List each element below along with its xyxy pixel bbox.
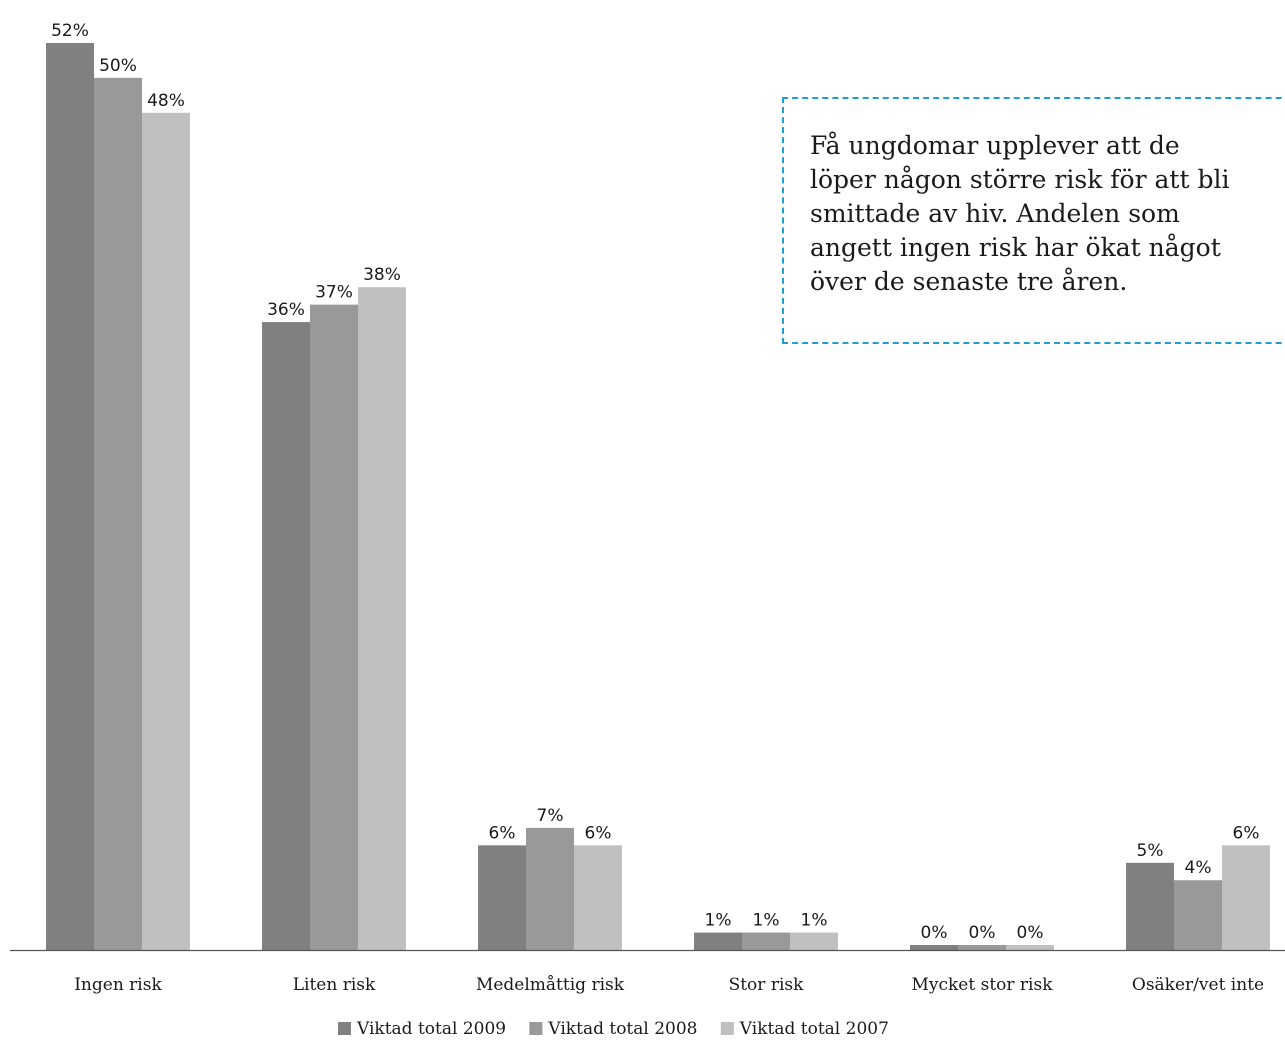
bar-1-4: [694, 932, 742, 950]
bar-3-6: [1222, 845, 1270, 950]
bar-1-3: [478, 845, 526, 950]
bar-value-label: 0%: [921, 923, 948, 943]
bar-value-label: 0%: [1017, 923, 1044, 943]
bar-3-1: [142, 112, 190, 951]
bar-value-label: 50%: [99, 56, 137, 76]
legend-label: Viktad total 2008: [547, 1019, 697, 1039]
legend-swatch: [338, 1022, 351, 1035]
bar-3-2: [358, 287, 406, 950]
x-tick-label: Medelmåttig risk: [476, 975, 625, 995]
bar-value-label: 6%: [1233, 823, 1260, 843]
bar-value-label: 6%: [489, 823, 516, 843]
legend-label: Viktad total 2009: [356, 1019, 506, 1039]
x-tick-label: Ingen risk: [74, 975, 162, 995]
bar-value-label: 7%: [537, 806, 564, 826]
bar-value-label: 38%: [363, 265, 401, 285]
legend: Viktad total 2009 Viktad total 2008 Viktad…: [338, 1019, 889, 1039]
x-tick-label: Stor risk: [729, 975, 805, 995]
x-tick-label: Liten risk: [293, 975, 376, 995]
bar-value-label: 37%: [315, 283, 353, 303]
bar-2-4: [742, 932, 790, 950]
bar-2-2: [310, 304, 358, 950]
bar-value-label: 36%: [267, 300, 305, 320]
legend-label: Viktad total 2007: [739, 1019, 889, 1039]
bar-value-label: 1%: [753, 911, 780, 931]
bar-value-label: 0%: [969, 923, 996, 943]
bar-value-label: 4%: [1185, 858, 1212, 878]
bar-3-3: [574, 845, 622, 950]
bar-2-5: [958, 945, 1006, 950]
bar-value-label: 1%: [705, 911, 732, 931]
bar-1-6: [1126, 862, 1174, 950]
bar-2-3: [526, 827, 574, 950]
bar-value-label: 6%: [585, 823, 612, 843]
bar-2-6: [1174, 880, 1222, 950]
bar-value-label: 5%: [1137, 841, 1164, 861]
bar-1-1: [46, 43, 94, 950]
bar-value-label: 1%: [801, 911, 828, 931]
callout-box: Få ungdomar upplever att de löper någon …: [782, 97, 1285, 344]
bar-value-label: 52%: [51, 21, 89, 41]
legend-swatch: [529, 1022, 543, 1035]
x-tick-label: Osäker/vet inte: [1132, 975, 1264, 995]
x-tick-label: Mycket stor risk: [911, 975, 1053, 995]
bar-2-1: [94, 77, 142, 950]
bar-3-4: [790, 932, 838, 950]
bar-3-5: [1006, 945, 1054, 950]
bar-1-2: [262, 322, 310, 951]
legend-swatch: [720, 1022, 734, 1035]
bar-value-label: 48%: [147, 91, 185, 111]
bar-1-5: [910, 945, 958, 950]
